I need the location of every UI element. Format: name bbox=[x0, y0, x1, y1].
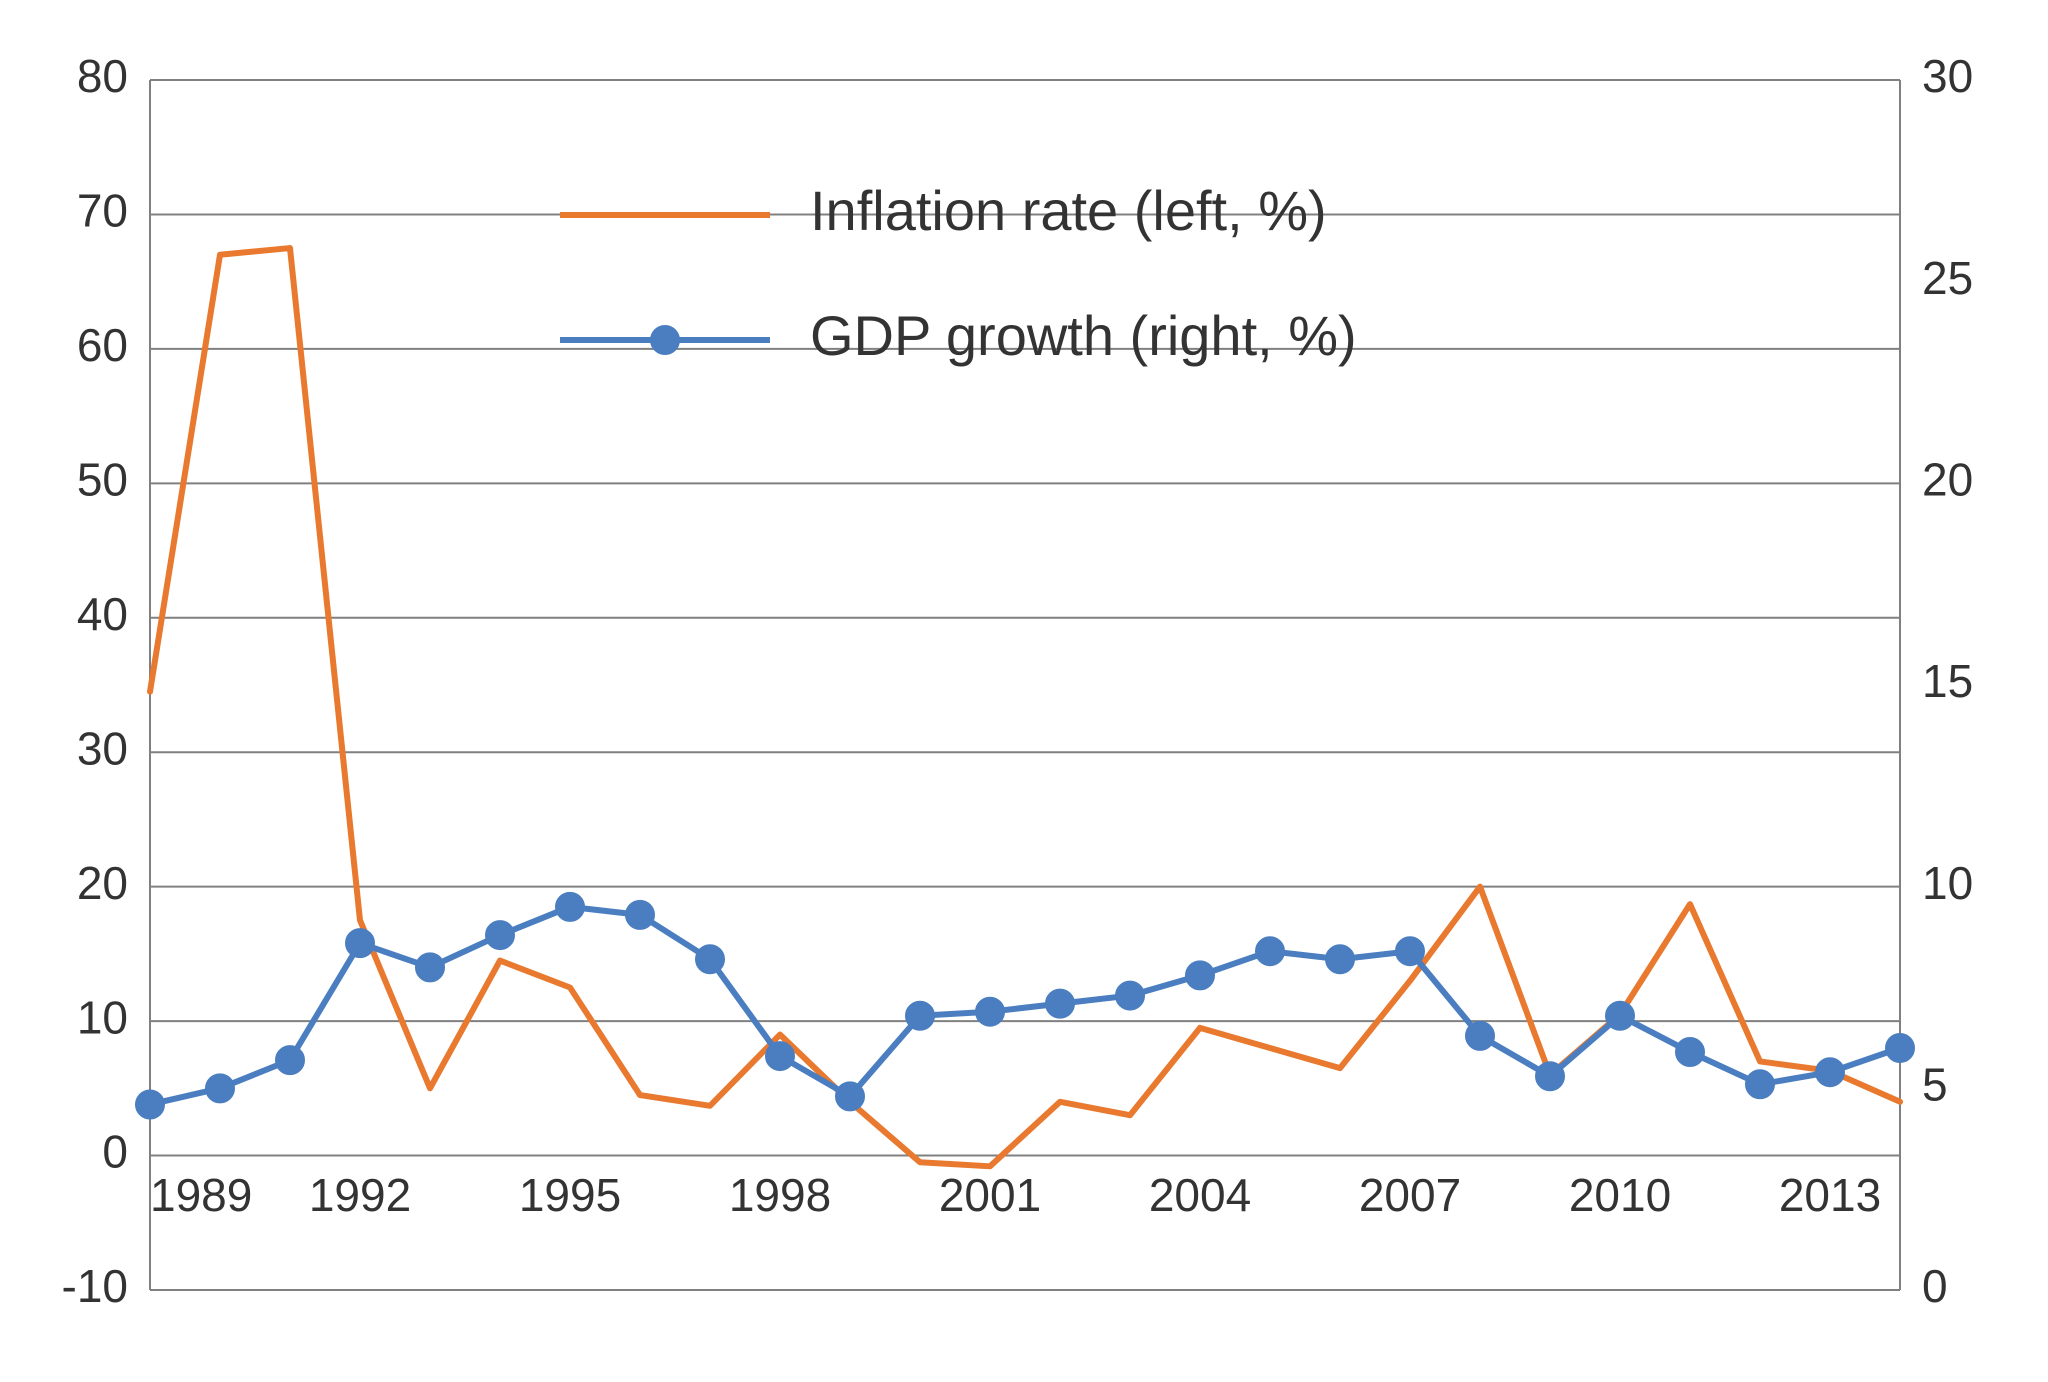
gdp-marker bbox=[1326, 945, 1354, 973]
left-axis-tick-label: 60 bbox=[77, 319, 128, 371]
gdp-marker bbox=[1186, 961, 1214, 989]
left-axis-tick-label: -10 bbox=[62, 1260, 128, 1312]
right-axis-tick-label: 25 bbox=[1922, 252, 1973, 304]
left-axis-tick-label: 40 bbox=[77, 588, 128, 640]
left-axis-tick-label: 20 bbox=[77, 857, 128, 909]
gdp-marker bbox=[976, 998, 1004, 1026]
gdp-marker bbox=[626, 901, 654, 929]
left-axis-tick-label: 10 bbox=[77, 991, 128, 1043]
right-axis-tick-label: 15 bbox=[1922, 655, 1973, 707]
gdp-marker bbox=[1256, 937, 1284, 965]
gdp-marker bbox=[206, 1074, 234, 1102]
gdp-marker bbox=[1116, 982, 1144, 1010]
left-axis-tick-label: 30 bbox=[77, 722, 128, 774]
economic-chart: -10 0 10 20 30 40 50 60 70 80 0 5 10 15 20 25 30 1989 1992… bbox=[0, 0, 2048, 1382]
right-axis-tick-label: 30 bbox=[1922, 50, 1973, 102]
gdp-marker bbox=[1886, 1034, 1914, 1062]
gdp-marker bbox=[1676, 1038, 1704, 1066]
right-axis-tick-label: 5 bbox=[1922, 1058, 1948, 1110]
legend-label: GDP growth (right, %) bbox=[810, 304, 1357, 367]
x-axis-tick-label: 2004 bbox=[1149, 1169, 1251, 1221]
right-axis-tick-label: 10 bbox=[1922, 857, 1973, 909]
gdp-marker bbox=[136, 1090, 164, 1118]
x-axis-tick-label: 1998 bbox=[729, 1169, 831, 1221]
gdp-marker bbox=[1816, 1058, 1844, 1086]
gdp-marker bbox=[696, 945, 724, 973]
gdp-marker bbox=[906, 1002, 934, 1030]
left-axis-tick-label: 50 bbox=[77, 453, 128, 505]
left-axis-tick-label: 0 bbox=[102, 1126, 128, 1178]
gdp-marker bbox=[486, 921, 514, 949]
gdp-marker bbox=[1746, 1070, 1774, 1098]
gdp-marker bbox=[416, 953, 444, 981]
x-axis-tick-label: 1992 bbox=[309, 1169, 411, 1221]
legend-label: Inflation rate (left, %) bbox=[810, 179, 1327, 242]
gdp-marker bbox=[346, 929, 374, 957]
gdp-marker bbox=[766, 1042, 794, 1070]
gdp-marker bbox=[276, 1046, 304, 1074]
left-axis-tick-label: 80 bbox=[77, 50, 128, 102]
x-axis-tick-label: 1995 bbox=[519, 1169, 621, 1221]
gdp-marker bbox=[1466, 1022, 1494, 1050]
left-axis-tick-label: 70 bbox=[77, 185, 128, 237]
gdp-marker bbox=[556, 893, 584, 921]
x-axis-tick-label: 1989 bbox=[150, 1169, 252, 1221]
gdp-marker bbox=[1606, 1002, 1634, 1030]
right-axis-tick-label: 20 bbox=[1922, 453, 1973, 505]
legend-sample-marker bbox=[651, 326, 679, 354]
gdp-marker bbox=[1396, 937, 1424, 965]
gdp-marker bbox=[836, 1082, 864, 1110]
x-axis-tick-label: 2013 bbox=[1779, 1169, 1881, 1221]
x-axis-tick-label: 2010 bbox=[1569, 1169, 1671, 1221]
right-axis-tick-label: 0 bbox=[1922, 1260, 1948, 1312]
x-axis-tick-label: 2001 bbox=[939, 1169, 1041, 1221]
x-axis-tick-label: 2007 bbox=[1359, 1169, 1461, 1221]
gdp-marker bbox=[1536, 1062, 1564, 1090]
gdp-marker bbox=[1046, 990, 1074, 1018]
